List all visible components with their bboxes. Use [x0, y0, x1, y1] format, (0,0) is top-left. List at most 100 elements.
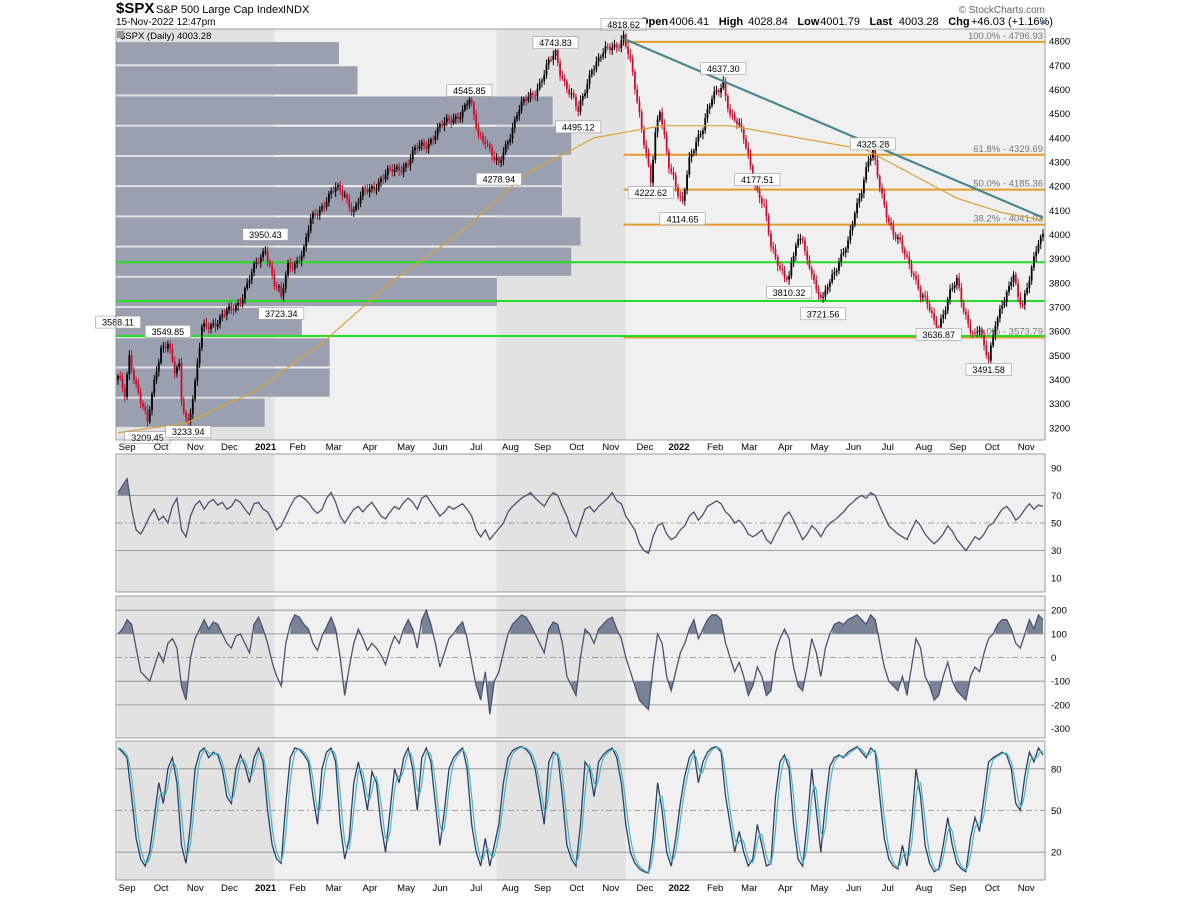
- candle-body: [479, 134, 482, 136]
- candle-body: [869, 157, 872, 161]
- candle-body: [264, 251, 267, 253]
- candle-body: [756, 184, 759, 191]
- candle-body: [495, 157, 498, 160]
- candle-body: [423, 142, 425, 147]
- candle-body: [726, 96, 729, 109]
- candle-body: [833, 272, 836, 275]
- candle-body: [405, 164, 407, 168]
- candle-body: [815, 280, 818, 290]
- quote-label: High: [719, 16, 744, 28]
- price-annotation-label: 3588.11: [102, 318, 134, 328]
- candle-body: [166, 343, 169, 349]
- volume-profile-bar: [116, 96, 553, 125]
- date-axis-label: Aug: [502, 883, 519, 894]
- candle-body: [906, 254, 908, 257]
- candle-body: [1033, 256, 1035, 268]
- candle-body: [327, 193, 330, 203]
- candle-body: [747, 147, 750, 154]
- candle-body: [468, 99, 471, 105]
- candle-body: [332, 191, 335, 193]
- price-annotation-label: 4545.85: [453, 86, 486, 96]
- candle-body: [538, 82, 541, 89]
- candle-body: [130, 355, 133, 371]
- candle-body: [346, 194, 348, 199]
- candle-body: [851, 224, 854, 231]
- candle-body: [822, 296, 824, 298]
- candle-body: [500, 160, 503, 163]
- candle-body: [971, 332, 974, 334]
- candle-body: [132, 370, 135, 380]
- date-axis-label: Jun: [433, 442, 448, 453]
- indicator-tick-label: 30: [1051, 546, 1062, 557]
- candle-body: [182, 400, 185, 413]
- volume-profile-bar: [116, 126, 572, 155]
- candle-body: [713, 91, 716, 100]
- candle-body: [448, 117, 450, 121]
- candle-body: [409, 159, 412, 166]
- candle-body: [1026, 288, 1029, 294]
- date-axis-label: Jul: [470, 883, 482, 894]
- candle-body: [522, 98, 525, 102]
- price-annotation-label: 4818.62: [607, 20, 640, 30]
- candle-body: [248, 280, 251, 283]
- candle-body: [779, 265, 781, 269]
- candle-body: [853, 213, 856, 225]
- candle-body: [250, 272, 253, 281]
- candle-body: [912, 273, 915, 276]
- candle-body: [384, 174, 387, 180]
- candle-body: [389, 168, 391, 170]
- candle-body: [980, 329, 983, 336]
- candle-body: [1012, 274, 1015, 282]
- candle-body: [799, 238, 802, 240]
- candle-body: [432, 139, 435, 141]
- candle-body: [609, 46, 611, 51]
- candle-body: [794, 245, 797, 256]
- candle-body: [488, 144, 491, 148]
- candle-body: [894, 234, 897, 239]
- candle-body: [275, 285, 278, 288]
- candle-body: [881, 187, 883, 194]
- candle-body: [1010, 281, 1013, 286]
- candle-body: [983, 335, 985, 346]
- cci-line: [117, 608, 1044, 715]
- candle-body: [536, 88, 539, 97]
- price-legend: $SPX (Daily) 4003.28: [120, 31, 211, 42]
- candle-body: [668, 151, 670, 169]
- candle-body: [965, 311, 967, 315]
- candle-body: [708, 105, 711, 109]
- candle-body: [640, 112, 643, 130]
- candle-body: [604, 46, 607, 54]
- candle-body: [293, 263, 296, 269]
- price-annotation-box: [258, 307, 305, 320]
- candle-body: [203, 323, 206, 327]
- fib-level-label: 100.0% - 4796.93: [968, 31, 1043, 42]
- date-axis-label: Jul: [882, 883, 894, 894]
- candle-body: [788, 275, 790, 280]
- indicator-tick-label: -200: [1051, 700, 1070, 711]
- candle-body: [550, 59, 552, 61]
- candle-body: [674, 175, 677, 188]
- candle-body: [751, 165, 754, 180]
- candle-body: [139, 392, 142, 403]
- quote-value: 4003.28: [899, 16, 939, 28]
- candle-body: [511, 128, 514, 139]
- candle-body: [670, 168, 673, 173]
- candle-body: [704, 118, 707, 131]
- candle-body: [1008, 285, 1010, 292]
- candle-body: [407, 164, 410, 166]
- candle-body: [280, 286, 283, 297]
- candle-body: [257, 262, 260, 264]
- candle-body: [586, 84, 589, 94]
- price-tick-label: 3500: [1049, 351, 1070, 362]
- candle-body: [595, 61, 598, 70]
- candle-body: [1028, 280, 1031, 289]
- price-tick-label: 4000: [1049, 230, 1070, 241]
- candle-body: [207, 326, 210, 329]
- candle-body: [545, 64, 548, 76]
- price-annotation-label: 3810.32: [773, 288, 806, 298]
- candle-body: [711, 99, 713, 106]
- candle-body: [647, 153, 650, 166]
- candle-body: [160, 347, 162, 363]
- candle-body: [137, 383, 140, 393]
- price-tick-label: 3300: [1049, 399, 1070, 410]
